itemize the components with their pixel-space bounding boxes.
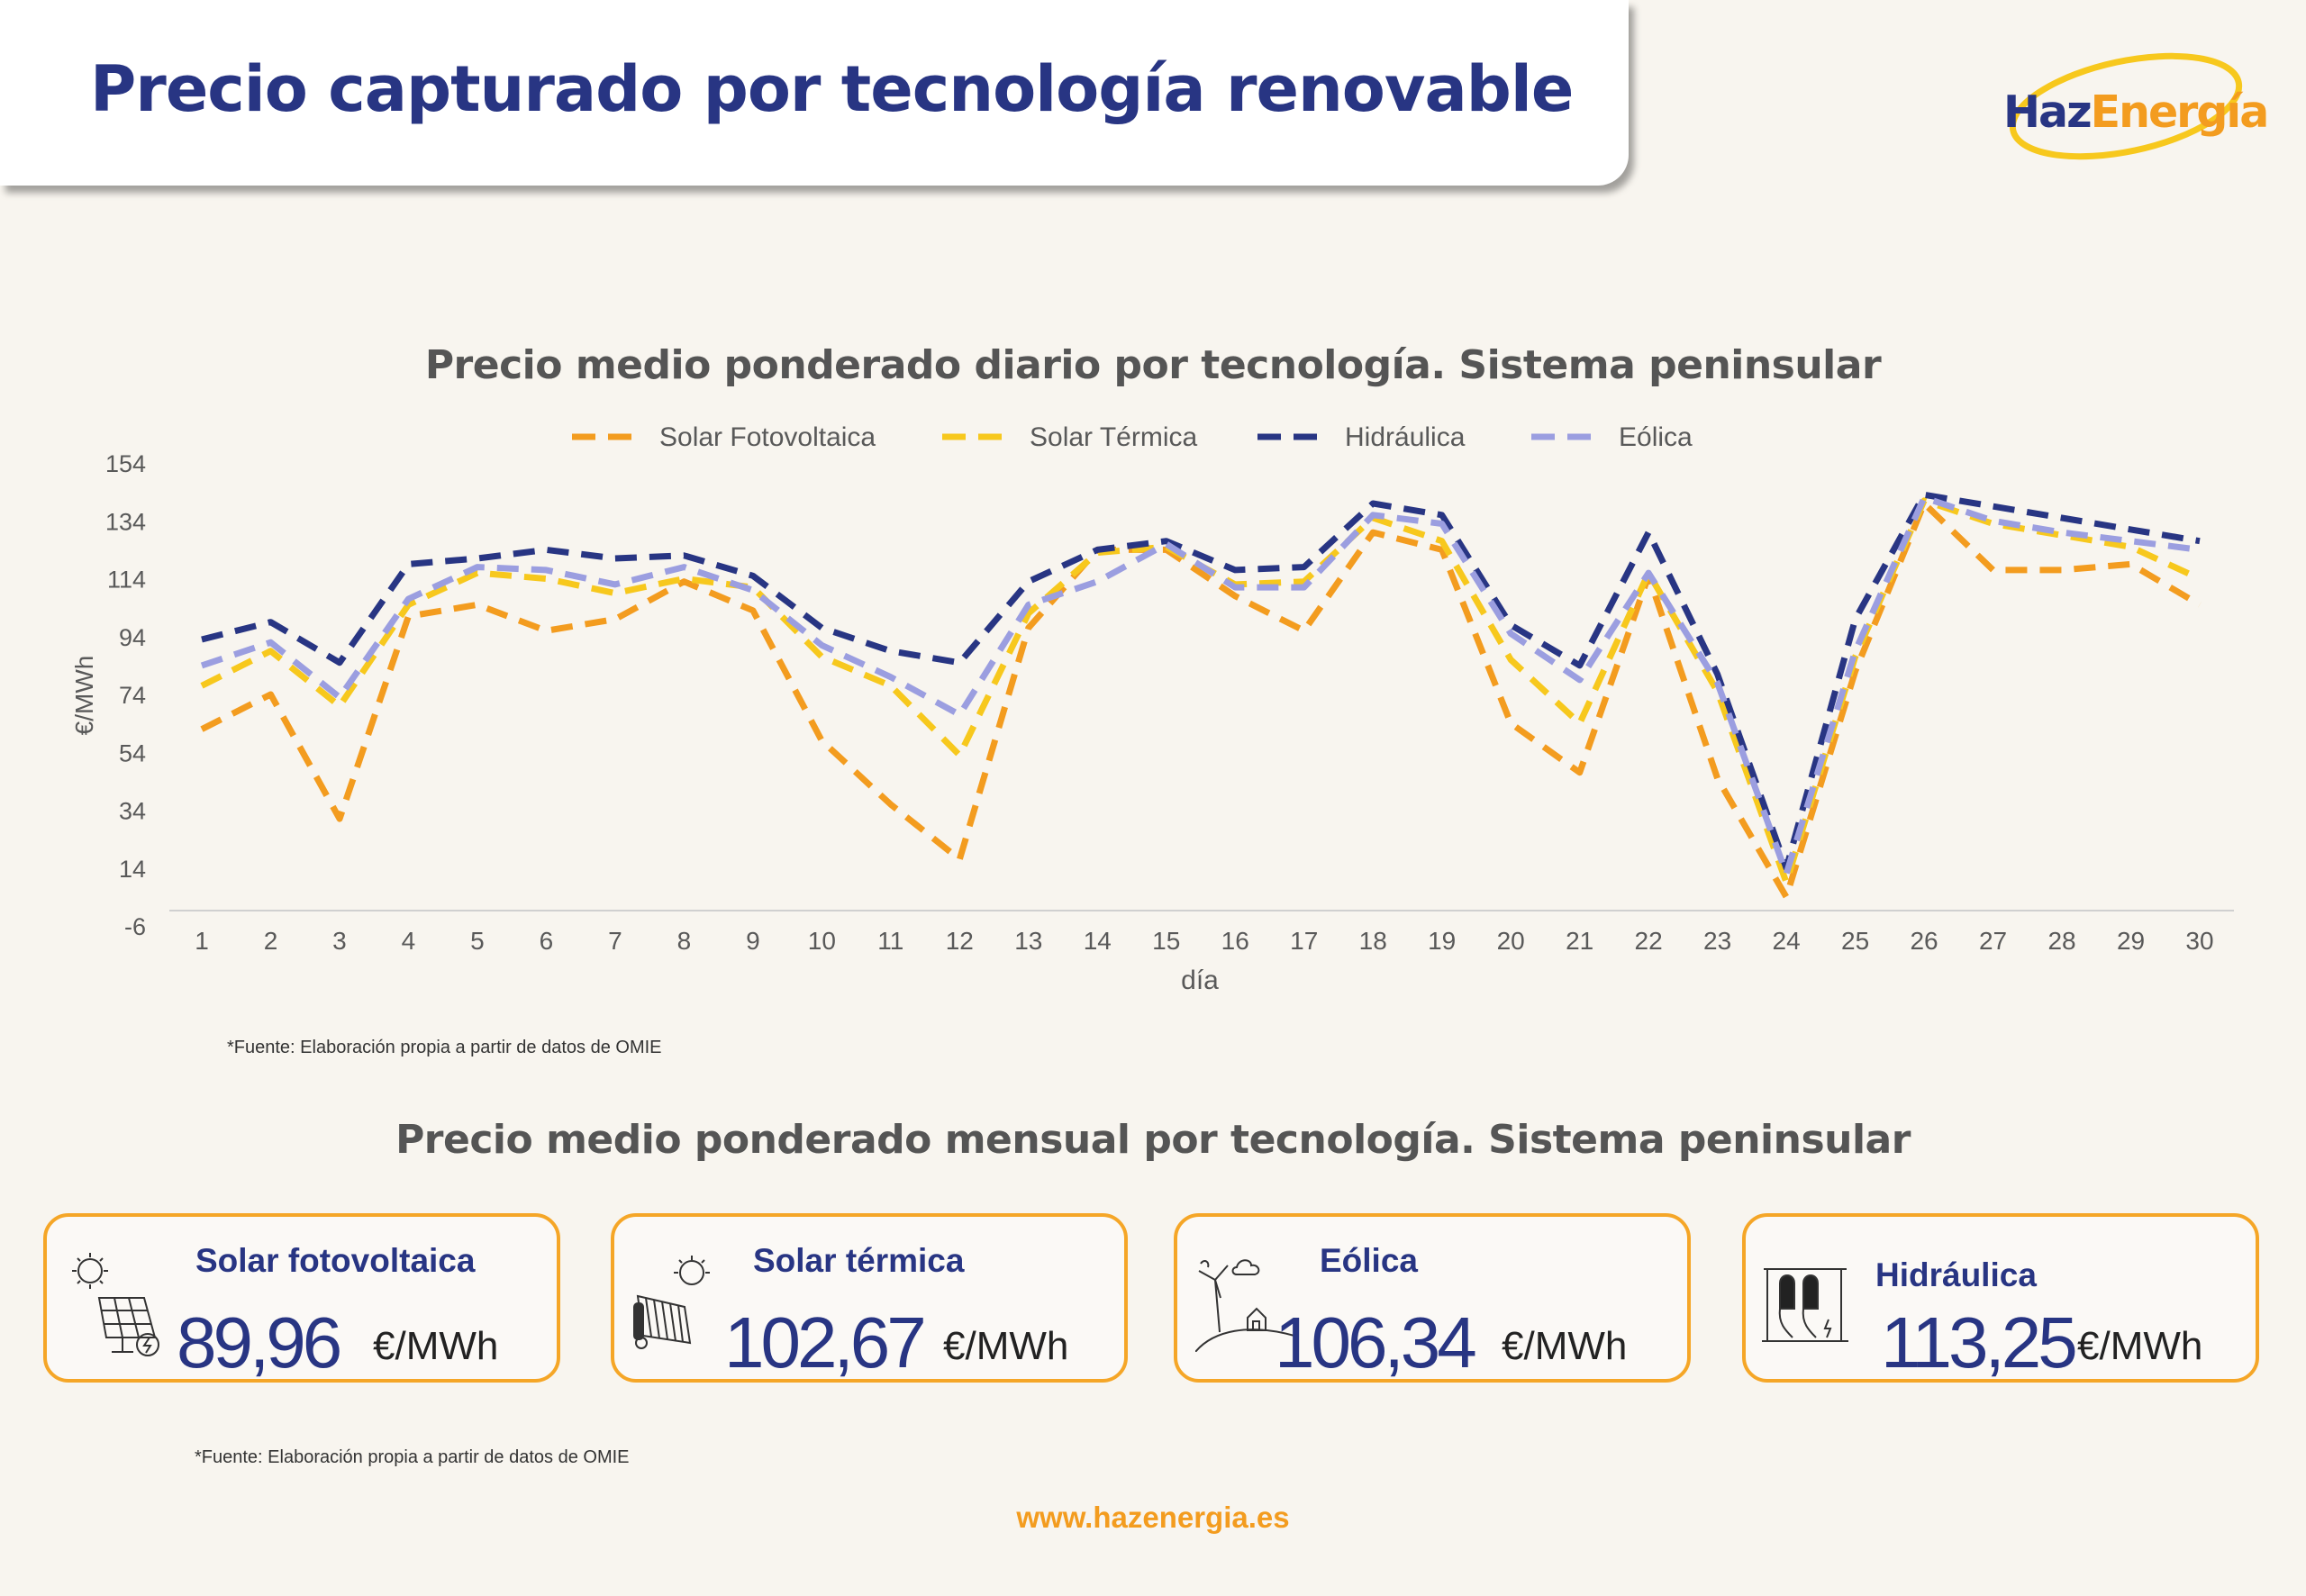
card-hidraulica: Hidráulica 113,25 €/MWh [1742, 1213, 2259, 1383]
x-tick-label: 4 [402, 927, 416, 955]
x-tick-label: 21 [1566, 927, 1593, 955]
y-tick-label: 34 [119, 798, 146, 825]
chart-title: Precio medio ponderado diario por tecnol… [424, 342, 1882, 388]
series-line-hidraulica [201, 491, 2201, 872]
x-tick-label: 2 [264, 927, 278, 955]
x-tick-label: 29 [2117, 927, 2145, 955]
y-tick-label: 114 [107, 567, 146, 594]
solar-thermal-icon [633, 1256, 710, 1349]
y-tick-label: -6 [124, 913, 146, 940]
legend-label: Solar Fotovoltaica [659, 422, 876, 452]
y-tick-label: 14 [119, 856, 146, 883]
x-tick-label: 16 [1221, 927, 1249, 955]
page-title: Precio capturado por tecnología renovabl… [90, 52, 1574, 126]
logo-text: HazEnergía [2003, 86, 2270, 138]
x-axis: 1 2 3 4 5 6 7 8 9 10 11 12 13 14 15 16 17 18 19 20 21 22 23 24 2… [169, 910, 2234, 955]
series-line-solar-fotovoltaica [200, 500, 2202, 901]
chart-series [200, 491, 2202, 901]
x-tick-label: 14 [1084, 927, 1112, 955]
x-tick-label: 12 [946, 927, 974, 955]
card-label: Solar térmica [753, 1242, 965, 1279]
website-link[interactable]: www.hazenergia.es [1016, 1501, 1290, 1534]
x-tick-label: 20 [1497, 927, 1525, 955]
x-tick-label: 9 [746, 927, 760, 955]
card-solar-fotovoltaica: Solar fotovoltaica 89,96 €/MWh [43, 1213, 560, 1383]
y-tick-label: 154 [105, 450, 146, 477]
y-tick-label: 54 [119, 739, 146, 766]
dam-icon [1762, 1268, 1848, 1342]
card-value: 106,34 [1275, 1302, 1477, 1383]
card-label: Solar fotovoltaica [195, 1242, 476, 1279]
x-tick-label: 3 [332, 927, 347, 955]
x-tick-label: 25 [1841, 927, 1869, 955]
x-tick-label: 26 [1910, 927, 1938, 955]
daily-price-chart: Solar Fotovoltaica Solar Térmica Hidráulic… [70, 422, 2234, 995]
hazenergia-logo: HazEnergía [1991, 52, 2269, 173]
card-unit: €/MWh [2077, 1324, 2203, 1368]
wind-turbine-icon [1195, 1259, 1294, 1352]
y-tick-label: 94 [119, 624, 146, 651]
y-tick-label: 134 [105, 508, 146, 535]
x-tick-label: 30 [2185, 927, 2213, 955]
y-axis: -6 14 34 54 74 94 114 134 154 [105, 450, 146, 940]
card-value: 89,96 [177, 1302, 342, 1383]
chart-legend: Solar Fotovoltaica Solar Térmica Hidráulic… [572, 422, 1693, 452]
x-axis-label: día [1181, 966, 1219, 995]
title-banner: Precio capturado por tecnología renovabl… [0, 0, 1629, 186]
monthly-section-title: Precio medio ponderado mensual por tecno… [395, 1117, 1911, 1163]
legend-label: Solar Térmica [1030, 422, 1197, 452]
card-eolica: Eólica 106,34 €/MWh [1174, 1213, 1691, 1383]
card-label: Eólica [1320, 1242, 1418, 1279]
x-tick-label: 27 [1979, 927, 2007, 955]
x-tick-label: 10 [808, 927, 836, 955]
logo-energia: Energía [2090, 86, 2270, 138]
card-label: Hidráulica [1875, 1256, 2037, 1293]
x-tick-label: 5 [470, 927, 485, 955]
logo-swoosh-icon [2009, 52, 2243, 160]
card-unit: €/MWh [943, 1324, 1069, 1368]
chart-source-note: *Fuente: Elaboración propia a partir de … [227, 1038, 662, 1057]
x-tick-label: 23 [1703, 927, 1731, 955]
x-tick-label: 17 [1290, 927, 1318, 955]
x-tick-label: 1 [195, 927, 209, 955]
series-line-eolica [200, 494, 2201, 877]
legend-label: Eólica [1619, 422, 1693, 452]
legend-label: Hidráulica [1345, 422, 1466, 452]
x-tick-label: 24 [1773, 927, 1801, 955]
x-tick-label: 19 [1428, 927, 1456, 955]
x-tick-label: 8 [677, 927, 692, 955]
card-unit: €/MWh [1502, 1324, 1628, 1368]
x-tick-label: 28 [2047, 927, 2075, 955]
x-tick-label: 15 [1152, 927, 1180, 955]
card-unit: €/MWh [373, 1324, 499, 1368]
card-value: 102,67 [724, 1302, 927, 1383]
y-tick-label: 74 [119, 682, 146, 709]
solar-panel-icon [72, 1253, 159, 1356]
x-tick-label: 22 [1635, 927, 1663, 955]
y-axis-label: €/MWh [70, 656, 98, 736]
x-tick-label: 11 [877, 927, 903, 955]
x-tick-label: 13 [1014, 927, 1042, 955]
logo-haz: Haz [2003, 86, 2093, 138]
x-tick-label: 18 [1359, 927, 1387, 955]
card-value: 113,25 [1881, 1302, 2078, 1383]
x-tick-label: 7 [608, 927, 622, 955]
monthly-source-note: *Fuente: Elaboración propia a partir de … [195, 1447, 630, 1467]
x-tick-label: 6 [540, 927, 554, 955]
card-solar-termica: Solar térmica 102,67 €/MWh [611, 1213, 1128, 1383]
